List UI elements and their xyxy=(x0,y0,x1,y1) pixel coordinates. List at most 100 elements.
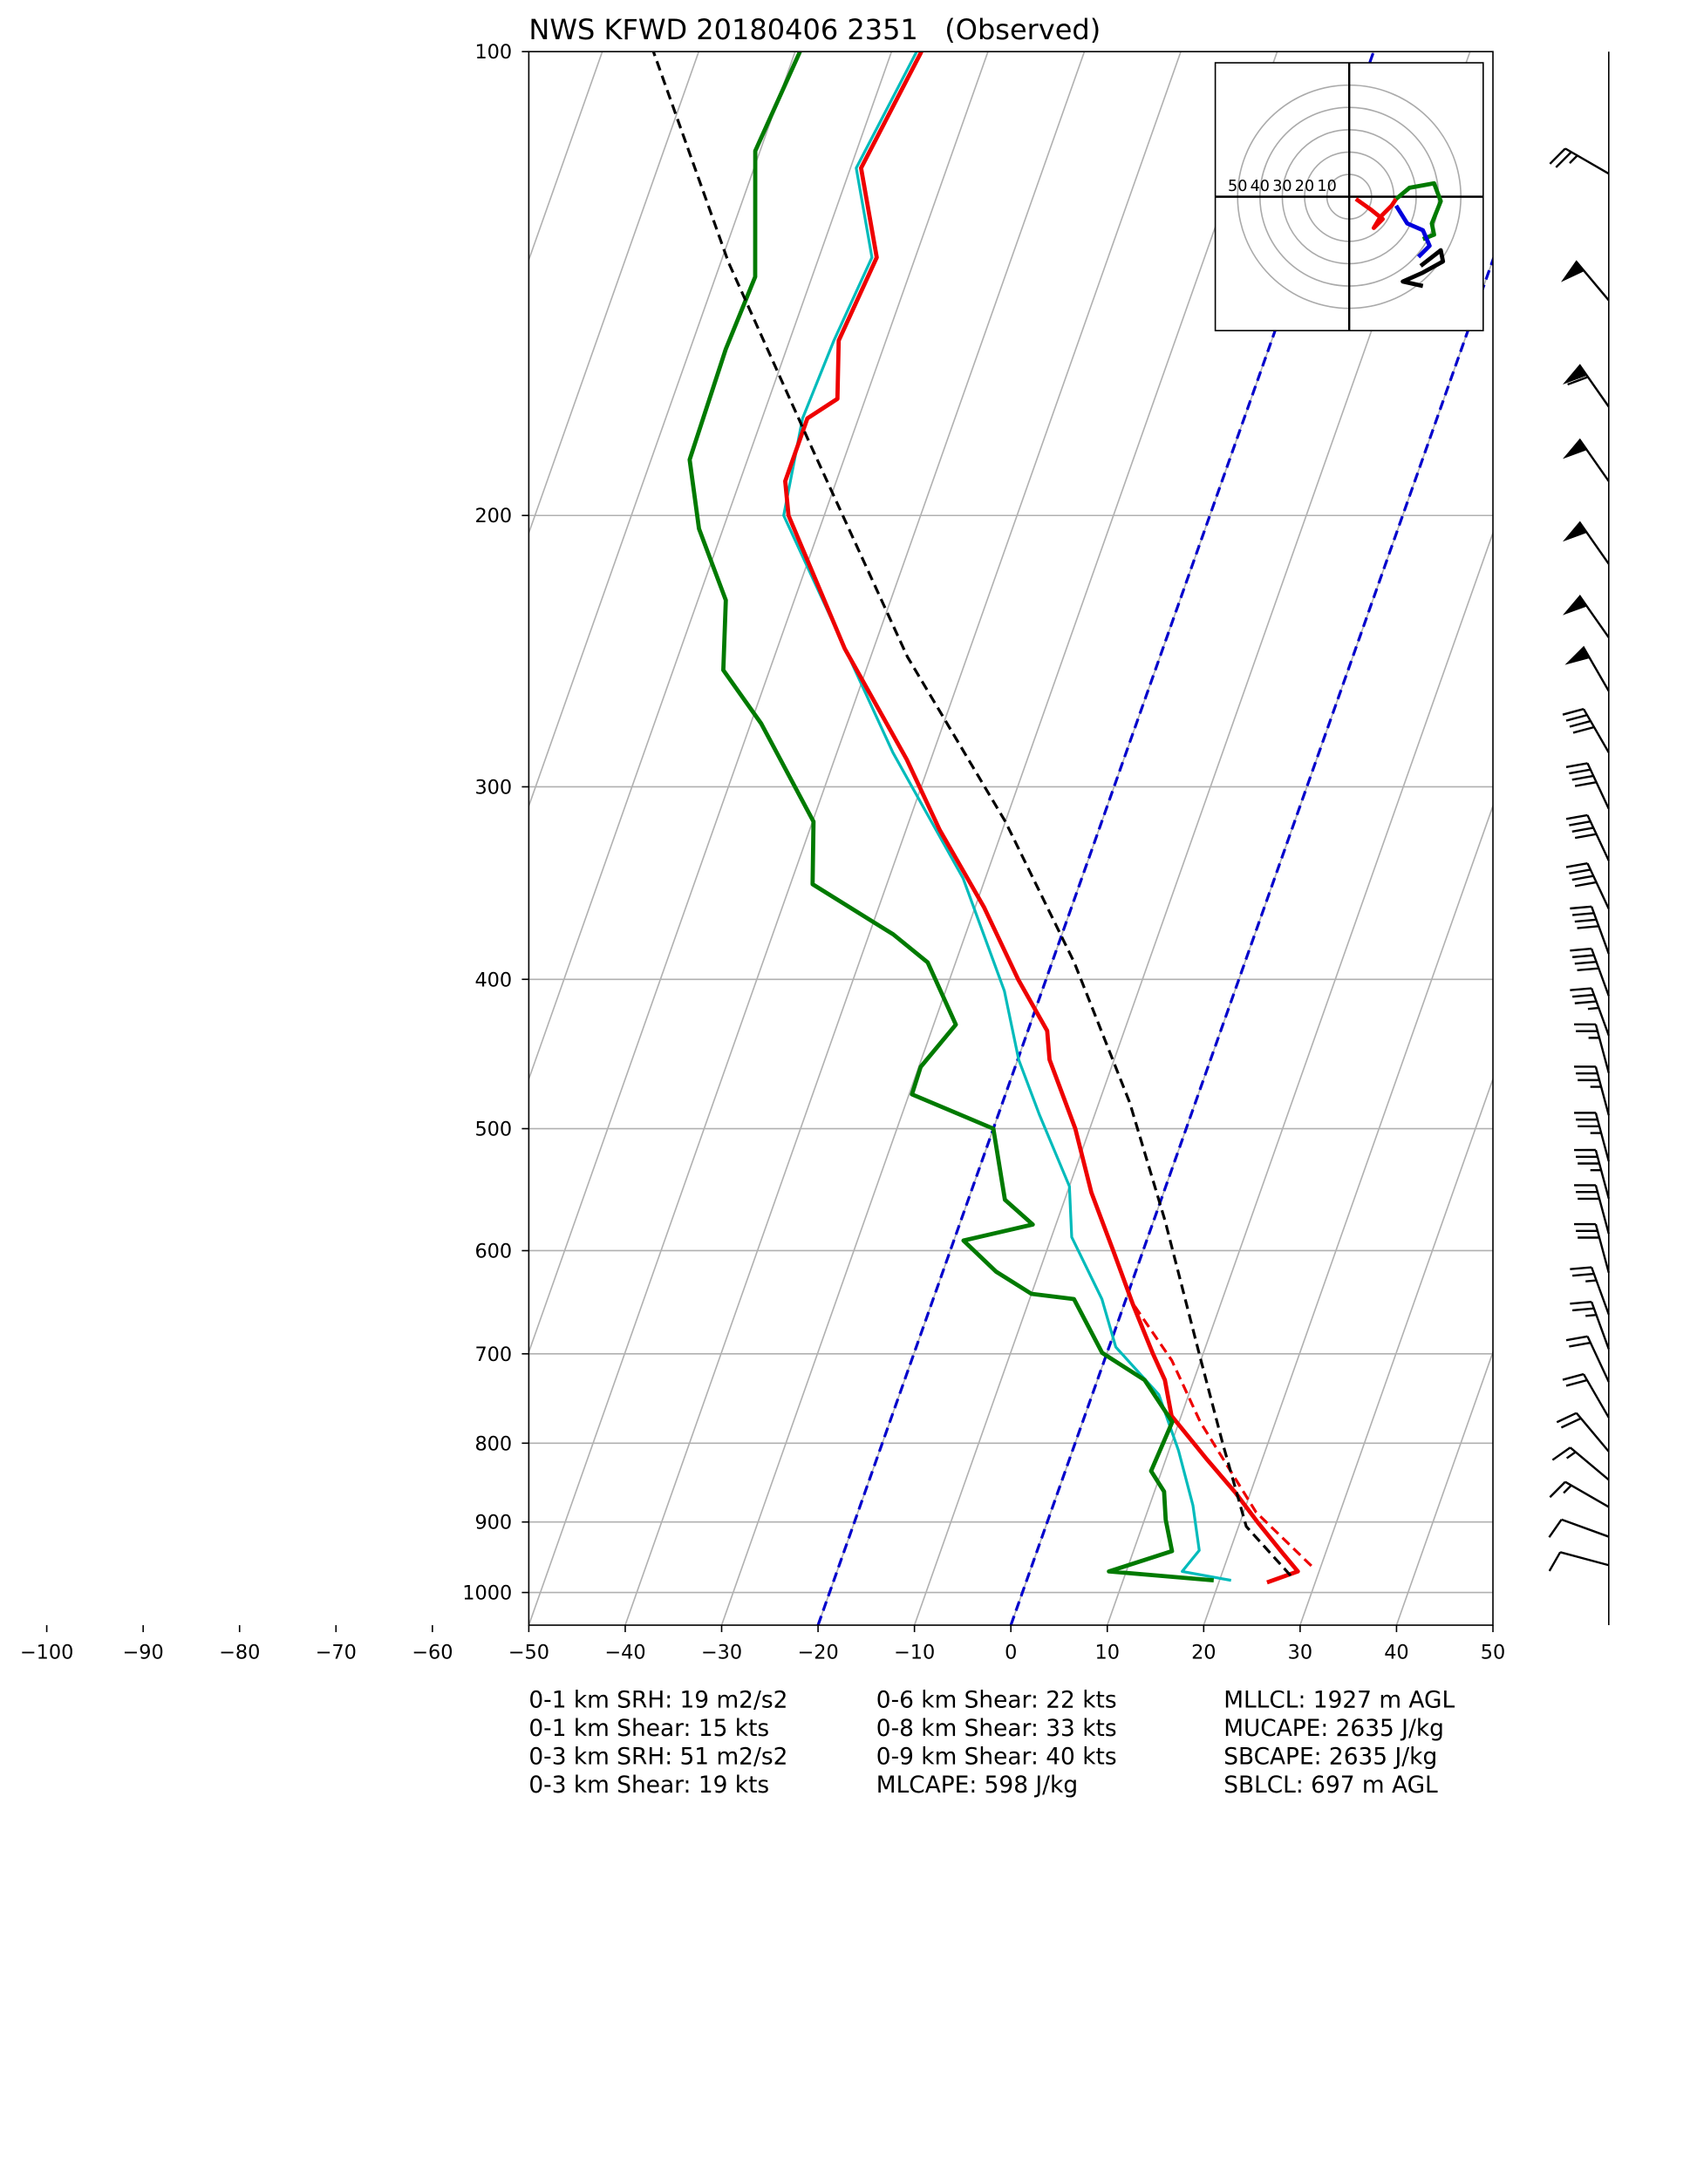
stat-line: 0-3 km Shear: 19 kts xyxy=(528,1772,769,1799)
chart-title: NWS KFWD 20180406 2351 (Observed) xyxy=(528,13,1101,46)
y-tick-label: 100 xyxy=(474,41,512,64)
wind-barb xyxy=(1574,1065,1610,1116)
isotherm-grid-line xyxy=(1492,1623,1493,1626)
wind-barb xyxy=(1548,1551,1610,1572)
wind-barb xyxy=(1562,438,1610,482)
stat-line: 0-1 km Shear: 15 kts xyxy=(528,1715,769,1742)
profile-line xyxy=(1128,1298,1312,1568)
isotherm-grid-line xyxy=(528,51,989,1355)
stat-line: 0-1 km SRH: 19 m2/s2 xyxy=(528,1686,787,1713)
stat-line: MLCAPE: 598 J/kg xyxy=(876,1772,1078,1799)
y-tick-label: 300 xyxy=(474,776,512,799)
isotherm-grid-line xyxy=(1395,1350,1493,1626)
wind-barb xyxy=(1565,862,1610,909)
axes: 100 200 300 400 500 600 700 800 900 1000 −10 0 −90 −8… xyxy=(20,41,1505,1664)
hodograph-ring-label: 10 xyxy=(1317,178,1336,195)
wind-barbs xyxy=(1548,147,1610,1572)
hodograph-ring-label: 40 xyxy=(1251,178,1270,195)
y-tick-label: 800 xyxy=(474,1432,512,1455)
isotherm-grid-line xyxy=(528,51,893,1082)
x-tick-label: −10 xyxy=(894,1641,935,1664)
y-tick-label: 1000 xyxy=(462,1582,512,1605)
wind-barb xyxy=(1570,1300,1610,1350)
x-tick-label: −80 xyxy=(219,1641,260,1664)
wind-barb xyxy=(1562,1372,1610,1419)
x-tick-label: 30 xyxy=(1288,1641,1313,1664)
hodograph-ring-label: 50 xyxy=(1228,178,1247,195)
isotherm-grid-line xyxy=(528,51,796,808)
hodograph-trace xyxy=(1394,204,1432,259)
hodograph xyxy=(1215,63,1483,331)
wind-barb xyxy=(1574,1184,1610,1235)
wind-barb xyxy=(1562,520,1610,565)
x-tick-label: −90 xyxy=(123,1641,164,1664)
profile-line xyxy=(687,51,1215,1583)
isotherm-grid-line xyxy=(528,51,1086,1626)
wind-barb xyxy=(1574,1112,1610,1162)
stat-line: MLLCL: 1927 m AGL xyxy=(1223,1686,1455,1713)
stat-line: SBLCL: 697 m AGL xyxy=(1223,1772,1438,1799)
stat-line: MUCAPE: 2635 J/kg xyxy=(1223,1715,1444,1742)
wind-barb xyxy=(1570,1266,1610,1316)
x-tick-label: −50 xyxy=(508,1641,549,1664)
x-tick-label: 40 xyxy=(1384,1641,1409,1664)
wind-barb xyxy=(1562,708,1610,753)
wind-barb xyxy=(1565,1335,1610,1383)
isotherm-grid-line xyxy=(1299,1077,1493,1626)
stat-line: 0-9 km Shear: 40 kts xyxy=(876,1743,1117,1770)
x-tick-label: −70 xyxy=(316,1641,357,1664)
x-tick-label: 50 xyxy=(1481,1641,1506,1664)
y-tick-label: 200 xyxy=(474,505,512,527)
x-tick-label: 10 xyxy=(1095,1641,1121,1664)
wind-barb xyxy=(1549,1480,1610,1508)
y-tick-label: 500 xyxy=(474,1119,512,1141)
isotherm-grid-line xyxy=(528,51,700,535)
hodograph-labels: 50 40 30 20 10 xyxy=(1228,178,1337,195)
x-tick-label: −40 xyxy=(604,1641,645,1664)
hodograph-ring-label: 30 xyxy=(1272,178,1291,195)
wind-barb xyxy=(1574,1023,1610,1073)
isotherm-grid-line xyxy=(1107,530,1493,1626)
y-tick-label: 600 xyxy=(474,1240,512,1262)
plot-area xyxy=(528,51,1493,1626)
wind-barb xyxy=(1565,813,1610,861)
wind-barb xyxy=(1574,1148,1610,1199)
wind-barb xyxy=(1564,645,1610,692)
wind-barb xyxy=(1556,1412,1610,1453)
x-tick-label: −60 xyxy=(412,1641,453,1664)
wind-barb xyxy=(1562,595,1610,638)
wind-barb xyxy=(1565,762,1610,810)
wind-barb xyxy=(1549,147,1610,175)
wind-barb xyxy=(1551,1446,1610,1481)
wind-barb xyxy=(1570,905,1610,955)
isotherm-grid-line xyxy=(720,51,1278,1626)
wind-barb xyxy=(1560,260,1610,302)
y-tick-label: 400 xyxy=(474,969,512,991)
hodograph-trace xyxy=(1394,180,1443,242)
y-tick-label: 900 xyxy=(474,1512,512,1534)
wind-barb xyxy=(1548,1518,1610,1538)
hodograph-trace xyxy=(1354,197,1398,230)
isotherm-grid-line xyxy=(1203,804,1493,1626)
stat-line: SBCAPE: 2635 J/kg xyxy=(1223,1743,1437,1770)
profile-line xyxy=(783,51,1300,1585)
isotherm-grid-line xyxy=(624,51,1182,1626)
wind-barb xyxy=(1562,364,1610,408)
stat-line: 0-3 km SRH: 51 m2/s2 xyxy=(528,1743,787,1770)
x-tick-label: 20 xyxy=(1191,1641,1217,1664)
x-tick-label: −30 xyxy=(701,1641,742,1664)
stat-line: 0-8 km Shear: 33 kts xyxy=(876,1715,1117,1742)
wind-barb xyxy=(1574,1222,1610,1273)
wind-barb xyxy=(1570,947,1610,997)
stat-line: 0-6 km Shear: 22 kts xyxy=(876,1686,1117,1713)
profile-line xyxy=(782,51,1232,1582)
x-tick-label: −20 xyxy=(797,1641,838,1664)
hodograph-ring-label: 20 xyxy=(1295,178,1314,195)
stats-text: 0-1 km SRH: 19 m2/s20-1 km Shear: 15 kts… xyxy=(528,1686,1455,1798)
profile-line xyxy=(651,51,1292,1577)
wind-barb xyxy=(1570,987,1610,1037)
x-tick-label: 0 xyxy=(1005,1641,1017,1664)
y-tick-label: 700 xyxy=(474,1344,512,1366)
